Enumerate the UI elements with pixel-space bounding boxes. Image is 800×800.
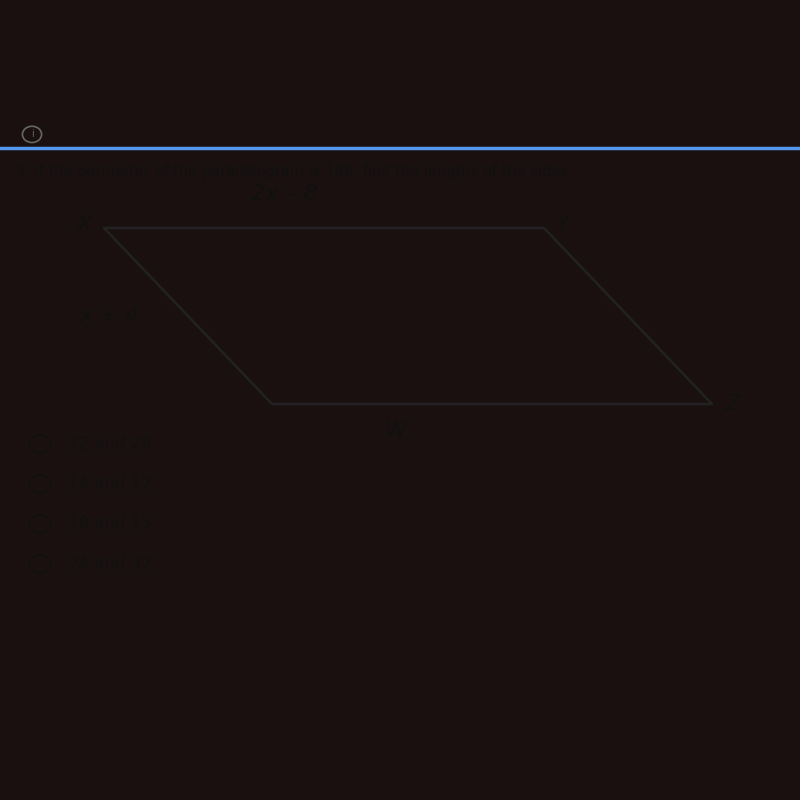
Text: 14 and 12: 14 and 12 bbox=[68, 475, 152, 493]
Text: Z: Z bbox=[724, 394, 739, 414]
Text: W: W bbox=[385, 421, 407, 441]
Text: i: i bbox=[30, 130, 34, 139]
Text: x + 4: x + 4 bbox=[80, 306, 140, 326]
Text: 2x – 8: 2x – 8 bbox=[250, 184, 318, 204]
Text: X: X bbox=[77, 214, 92, 234]
Text: 24 and 32: 24 and 32 bbox=[68, 555, 152, 573]
Text: 22 and 28: 22 and 28 bbox=[68, 435, 152, 453]
Text: 18 and 15: 18 and 15 bbox=[68, 515, 152, 533]
Text: 3. If the perimeter of the parallelogram is 100, find the lengths of the sides.: 3. If the perimeter of the parallelogram… bbox=[16, 164, 573, 179]
Text: Y: Y bbox=[556, 214, 570, 234]
